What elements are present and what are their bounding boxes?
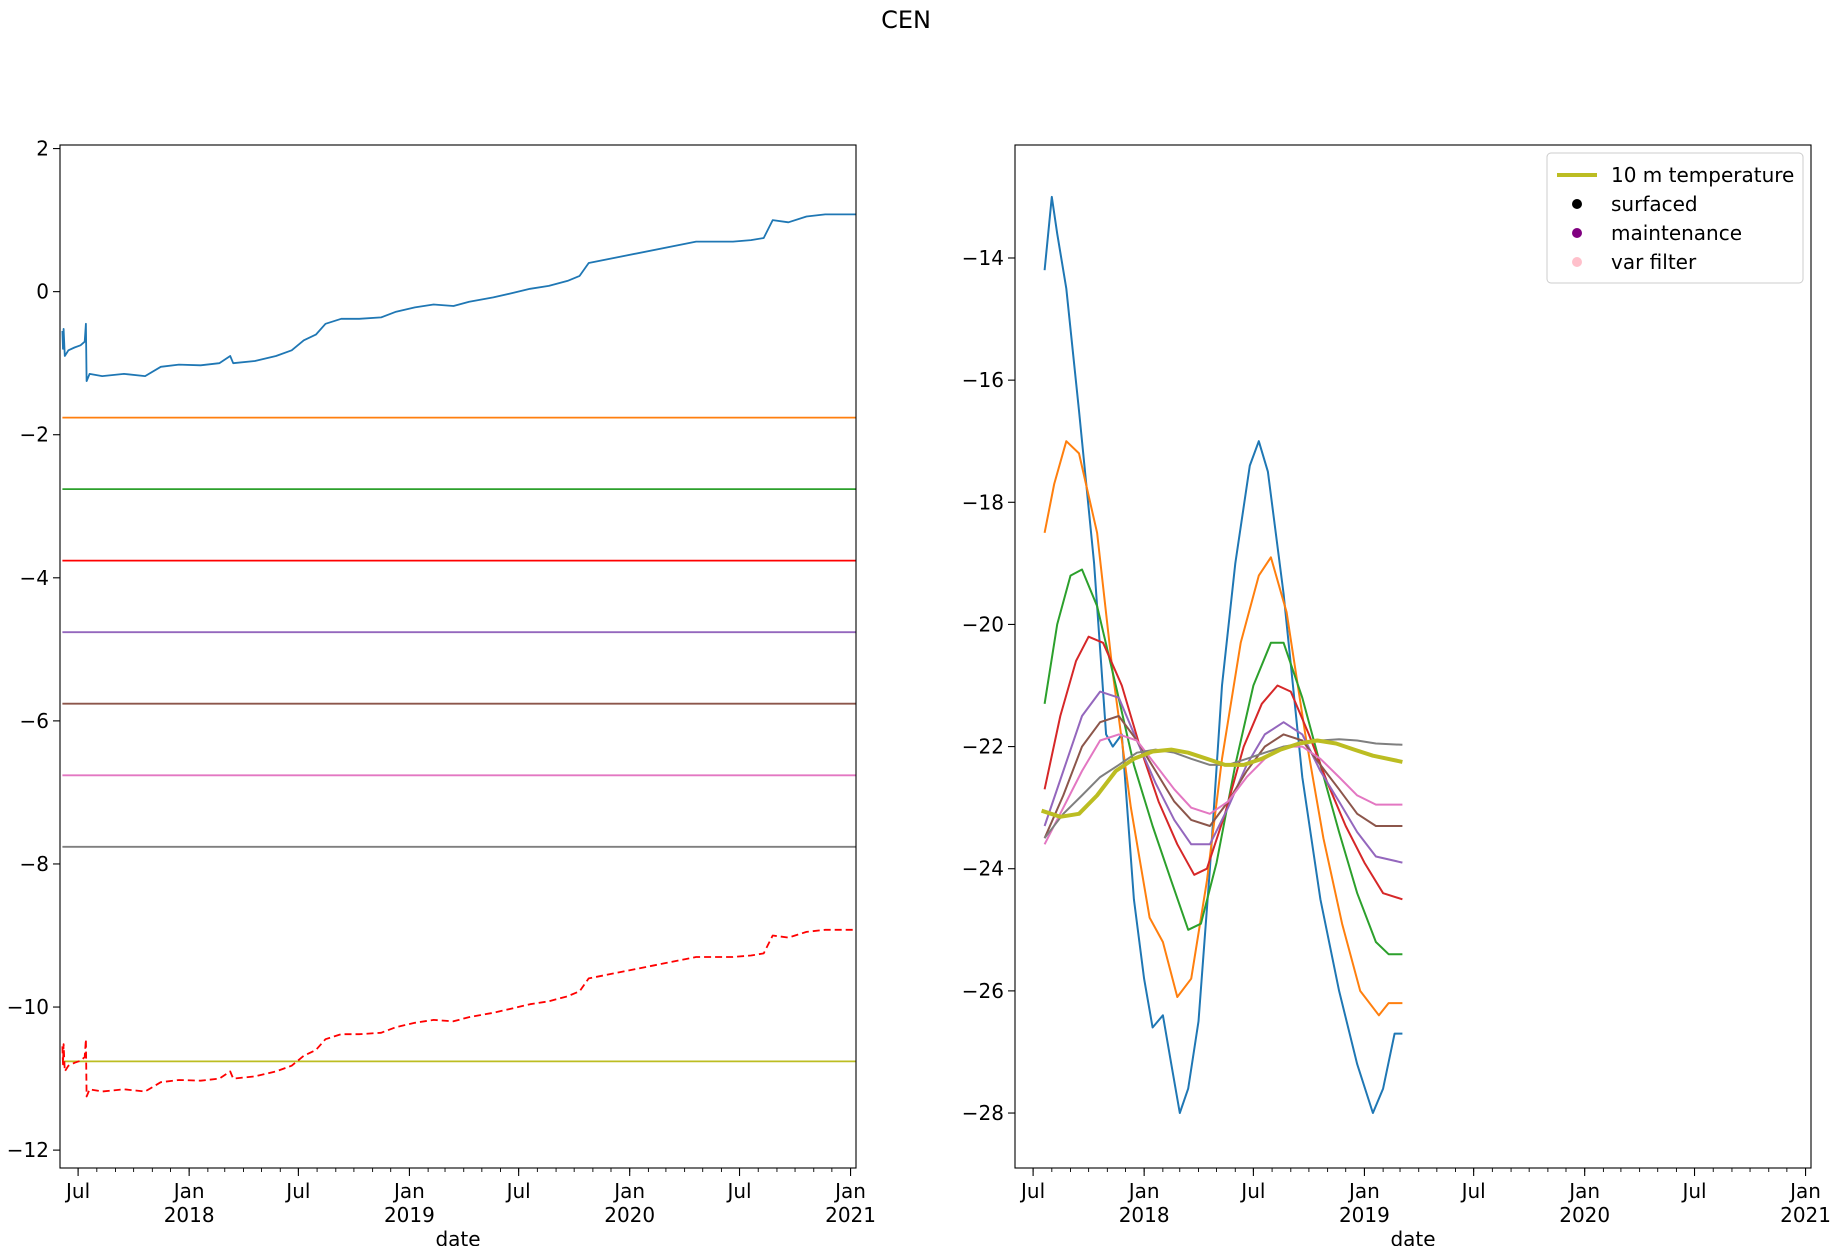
right-series-line-5 — [1043, 690, 1403, 864]
legend-entry-label: surfaced — [1611, 192, 1698, 216]
left-ytick-label: −2 — [20, 423, 49, 447]
left-ytick-label: −4 — [20, 566, 49, 590]
right-xtick-label: Jan — [1127, 1179, 1160, 1203]
right-ytick-label: −24 — [962, 857, 1004, 881]
left-series-line-1 — [61, 213, 856, 383]
left-xtick-label: Jan — [172, 1179, 205, 1203]
left-xtick-label: Jan — [612, 1179, 645, 1203]
right-ytick-label: −22 — [962, 735, 1004, 759]
right-xtick-label: Jul — [1019, 1179, 1045, 1203]
left-xtick-label: Jul — [505, 1179, 531, 1203]
left-series-line-10 — [61, 928, 856, 1098]
right-xtick-label: Jan — [1567, 1179, 1600, 1203]
left-xtick-year-label: 2020 — [604, 1203, 655, 1227]
right-ytick-label: −14 — [962, 246, 1004, 270]
left-xtick-year-label: 2019 — [384, 1203, 435, 1227]
legend-box — [1546, 152, 1804, 284]
left-xtick-label: Jul — [64, 1179, 90, 1203]
right-xtick-label: Jan — [1788, 1179, 1821, 1203]
right-xtick-year-label: 2020 — [1559, 1203, 1610, 1227]
right-legend: 10 m temperature surfaced maintenance var f… — [1546, 152, 1804, 284]
left-ytick-label: −10 — [7, 995, 49, 1019]
left-ytick-label: 2 — [36, 137, 49, 161]
legend-dot-swatch — [1572, 199, 1582, 209]
left-xtick-year-label: 2021 — [825, 1203, 876, 1227]
left-series-group — [61, 213, 856, 1098]
right-series-line-4 — [1043, 635, 1403, 901]
left-xtick-label: Jul — [725, 1179, 751, 1203]
right-xtick-label: Jul — [1460, 1179, 1486, 1203]
right-series-line-2 — [1043, 440, 1403, 1017]
right-ytick-label: −28 — [962, 1101, 1004, 1125]
legend-dot-swatch — [1572, 257, 1582, 267]
left-xtick-label: Jul — [284, 1179, 310, 1203]
left-xtick-year-label: 2018 — [164, 1203, 215, 1227]
left-axes-frame — [59, 144, 857, 1169]
left-xaxis-label: date — [435, 1227, 480, 1246]
right-series-group — [1040, 195, 1403, 1114]
right-xtick-label: Jan — [1347, 1179, 1380, 1203]
right-axes-frame — [1014, 144, 1812, 1169]
right-xtick-label: Jul — [1239, 1179, 1265, 1203]
right-xtick-label: Jul — [1680, 1179, 1706, 1203]
right-xtick-year-label: 2019 — [1339, 1203, 1390, 1227]
right-ytick-label: −16 — [962, 368, 1004, 392]
legend-entry-label: var filter — [1611, 250, 1697, 274]
legend-entry-label: maintenance — [1611, 221, 1742, 245]
left-ytick-label: −12 — [7, 1138, 49, 1162]
right-xtick-year-label: 2021 — [1780, 1203, 1831, 1227]
left-xtick-label: Jan — [392, 1179, 425, 1203]
right-xaxis-label: date — [1390, 1227, 1435, 1246]
left-ytick-label: 0 — [36, 280, 49, 304]
right-series-line-3 — [1043, 568, 1403, 956]
right-series-line-7 — [1043, 733, 1403, 845]
figure-suptitle: CEN — [881, 6, 931, 34]
right-series-line-9 — [1040, 738, 1403, 819]
right-xtick-year-label: 2018 — [1119, 1203, 1170, 1227]
left-xtick-label: Jan — [833, 1179, 866, 1203]
legend-entry-label: 10 m temperature — [1611, 163, 1794, 187]
right-ytick-label: −26 — [962, 979, 1004, 1003]
right-series-line-1 — [1043, 195, 1403, 1114]
right-series-line-6 — [1043, 715, 1403, 839]
right-ytick-label: −20 — [962, 612, 1004, 636]
right-ytick-label: −18 — [962, 490, 1004, 514]
left-ytick-label: −8 — [20, 852, 49, 876]
left-ytick-label: −6 — [20, 709, 49, 733]
legend-dot-swatch — [1572, 228, 1582, 238]
